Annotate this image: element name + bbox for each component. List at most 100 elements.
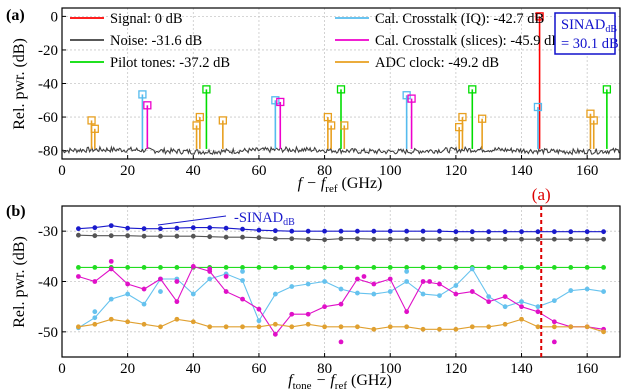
spur-marker	[535, 12, 544, 21]
series-point	[76, 324, 81, 330]
series-point	[256, 324, 262, 330]
series-point	[502, 236, 508, 242]
series-point	[420, 228, 426, 234]
panel-b-tick-label-x: 140	[510, 361, 533, 377]
series-point	[174, 265, 180, 270]
series-point	[305, 265, 311, 270]
series-point	[453, 326, 459, 332]
panel-a-x-axis-label: f − fref (GHz)	[298, 175, 383, 195]
series-point	[108, 316, 114, 322]
series-point	[158, 226, 163, 232]
series-point	[322, 279, 327, 284]
series-point	[420, 326, 426, 332]
series-point	[289, 236, 295, 242]
series-point	[551, 229, 557, 235]
series-point	[437, 236, 442, 242]
panel-b-tick-label-y: -30	[38, 224, 58, 240]
panel-a-frame	[61, 7, 621, 160]
series-point	[453, 236, 459, 242]
spur-marker	[533, 102, 543, 112]
series-point	[76, 232, 81, 238]
series-point	[453, 291, 459, 297]
series-point	[584, 236, 590, 242]
series-point	[486, 265, 492, 270]
legend-label: Cal. Crosstalk (IQ): -42.7 dB	[375, 11, 544, 27]
panel-a-legend: Signal: 0 dB Noise: -31.6 dB Pilot tones: …	[70, 11, 561, 71]
series-point	[404, 279, 410, 284]
series-point	[240, 278, 245, 283]
series-point	[92, 233, 98, 239]
panel-b-tick-label-x: 160	[576, 361, 599, 377]
series-point	[420, 236, 426, 242]
series-point	[305, 281, 311, 287]
series-point	[158, 233, 163, 239]
series-line	[78, 265, 604, 336]
series-point	[223, 234, 229, 240]
series-point	[141, 265, 147, 270]
series-point	[207, 225, 213, 231]
legend-label: Signal: 0 dB	[110, 11, 183, 27]
series-point	[584, 265, 590, 270]
panel-b-tick-label-x: 40	[186, 361, 201, 377]
spur-marker	[138, 90, 147, 99]
series-point	[584, 229, 590, 235]
series-point	[174, 225, 180, 231]
series-point	[469, 266, 475, 272]
series-point	[272, 265, 278, 270]
series-point	[223, 324, 229, 330]
series-point	[305, 311, 311, 317]
panel-a-tick-label-y: -60	[38, 110, 58, 126]
series-point	[125, 265, 131, 270]
panel-a-ticks: 0 20 40 60 80 100 120 140 160 -80 -60 -40 -20 0	[38, 9, 598, 179]
series-point	[502, 294, 508, 299]
series-point	[453, 283, 459, 288]
series-point	[568, 324, 574, 330]
panel-a-tick-label-x: 120	[445, 163, 468, 179]
series-point	[158, 276, 163, 282]
series-point	[76, 226, 81, 232]
series-point	[355, 324, 360, 330]
series-point	[486, 236, 492, 242]
series-point	[125, 281, 131, 287]
series-point	[141, 226, 147, 232]
spur-marker	[589, 116, 598, 125]
series-point	[601, 329, 606, 335]
series-point	[223, 265, 229, 270]
spur-marker	[458, 112, 467, 122]
series-point	[125, 319, 131, 325]
series-point	[535, 236, 541, 242]
panel-a-tick-label-y: -20	[38, 43, 58, 59]
panel-b-y-axis-label: Rel. pwr. (dB)	[11, 236, 28, 328]
series-point	[568, 265, 574, 270]
series-point	[158, 324, 163, 330]
legend-label: Noise: -31.6 dB	[110, 33, 202, 49]
series-point	[223, 289, 229, 294]
series-point	[453, 265, 459, 270]
series-point	[240, 296, 245, 302]
series-point	[601, 236, 606, 242]
spur-marker	[143, 101, 152, 110]
panel-a: (a) 0 20 40 60 80 100 120 140 160 -80 -60 -40 -20 0 S…	[6, 7, 621, 195]
series-point	[551, 265, 557, 270]
series-point	[355, 236, 360, 242]
series-point	[272, 291, 278, 297]
series-point	[92, 225, 98, 231]
series-point	[289, 265, 295, 270]
series-point	[535, 304, 541, 310]
panel-b-series	[76, 223, 606, 337]
extra-point	[108, 258, 114, 264]
panel-a-tick-label-x: 100	[379, 163, 402, 179]
panel-b-tick-label-y: -50	[38, 325, 58, 341]
series-point	[207, 276, 213, 282]
series-point	[338, 286, 344, 292]
panel-a-tick-label-y: -40	[38, 77, 58, 93]
panel-b-tick-label-x: 60	[251, 361, 266, 377]
series-point	[207, 324, 213, 330]
series-point	[92, 321, 98, 327]
panel-b: (b) 0 20 40 60 80 100 120 140 160 -50 -40 -30 (a) -…	[6, 185, 621, 392]
legend-label: ADC clock: -49.2 dB	[375, 55, 499, 71]
series-point	[355, 276, 360, 282]
series-point	[535, 324, 541, 330]
series-point	[519, 316, 524, 322]
sinad-box-line2: = 30.1 dB	[561, 36, 619, 52]
